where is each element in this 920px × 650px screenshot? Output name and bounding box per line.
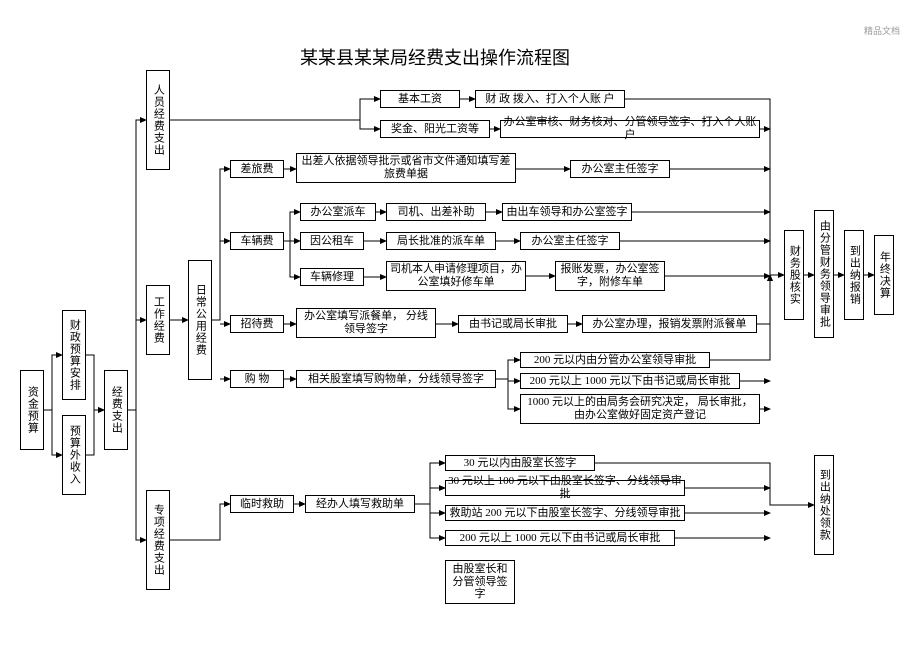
node-hospitality: 招待费 xyxy=(230,315,284,333)
node-leader-approve: 由分管财务领导审批 xyxy=(814,210,834,338)
node-travel: 差旅费 xyxy=(230,160,284,178)
node-p-200: 200 元以内由分管办公室领导审批 xyxy=(520,352,710,368)
node-daily-public: 日常公用经费 xyxy=(188,260,212,380)
node-office-director-sign2: 办公室主任签字 xyxy=(520,232,620,250)
node-personnel: 人员经费支出 xyxy=(146,70,170,170)
node-chief-approve-dispatch: 局长批准的派车单 xyxy=(386,232,496,250)
node-year-end: 年终决算 xyxy=(874,235,894,315)
node-purchase: 购 物 xyxy=(230,370,284,388)
node-hospitality-fill: 办公室填写派餐单， 分线领导签字 xyxy=(296,308,436,338)
node-work: 工作经费 xyxy=(146,285,170,355)
node-driver-allowance: 司机、出差补助 xyxy=(386,203,486,221)
node-fiscal-budget: 财政预算安排 xyxy=(62,310,86,400)
node-finance-deposit: 财 政 拨入、打入个人账 户 xyxy=(475,90,625,108)
page-title: 某某县某某局经费支出操作流程图 xyxy=(300,44,570,70)
node-a-200-1000: 200 元以上 1000 元以下由书记或局长审批 xyxy=(445,530,675,546)
node-basic-salary: 基本工资 xyxy=(380,90,460,108)
node-invoice-attach: 报账发票，办公室签字，附修车单 xyxy=(555,261,665,291)
node-a-station-200: 救助站 200 元以下由股室长签字、分线领导审批 xyxy=(445,505,685,521)
node-office-process-invoice: 办公室办理，报销发票附派餐单 xyxy=(582,315,757,333)
node-office-dispatch: 办公室派车 xyxy=(300,203,376,221)
node-vehicle-repair: 车辆修理 xyxy=(300,268,364,286)
node-temp-assist: 临时救助 xyxy=(230,495,294,513)
node-funds-budget: 资金预算 xyxy=(20,370,44,450)
node-p-200-1000: 200 元以上 1000 元以下由书记或局长审批 xyxy=(520,373,740,389)
node-a-30-100: 30 元以上 100 元以下由股室长签字、分线领导审批 xyxy=(445,480,685,496)
node-cashier-withdraw: 到出纳处领款 xyxy=(814,455,834,555)
node-office-director-sign: 办公室主任签字 xyxy=(570,160,670,178)
node-off-budget: 预算外收入 xyxy=(62,415,86,495)
node-bonus: 奖金、阳光工资等 xyxy=(380,120,490,138)
watermark: 精品文档 xyxy=(864,24,900,37)
node-assist-fill: 经办人填写救助单 xyxy=(305,495,415,513)
node-finance-verify: 财务股核实 xyxy=(784,230,804,320)
node-travel-fill: 出差人依据领导批示或省市文件通知填写差旅费单据 xyxy=(296,153,516,183)
node-vehicle: 车辆费 xyxy=(230,232,284,250)
node-a-30: 30 元以内由股室长签字 xyxy=(445,455,595,471)
node-bonus-flow: 办公室审核、财务核对、分管领导签字、打入个人账户 xyxy=(500,120,760,138)
node-expense-out: 经费支出 xyxy=(104,370,128,450)
node-cashier-reimburse: 到出纳报销 xyxy=(844,230,864,320)
node-dispatch-leader-sign: 由出车领导和办公室签字 xyxy=(502,203,632,221)
node-p-1000: 1000 元以上的由局务会研究决定， 局长审批，由办公室做好固定资产登记 xyxy=(520,394,760,424)
node-dept-head-sign: 由股室长和分管领导签字 xyxy=(445,560,515,604)
node-special: 专项经费支出 xyxy=(146,490,170,590)
node-driver-apply-repair: 司机本人申请修理项目，办公室填好修车单 xyxy=(386,261,526,291)
node-secretary-chief-approve: 由书记或局长审批 xyxy=(458,315,568,333)
node-public-rent: 因公租车 xyxy=(300,232,364,250)
node-purchase-fill: 相关股室填写购物单，分线领导签字 xyxy=(296,370,496,388)
